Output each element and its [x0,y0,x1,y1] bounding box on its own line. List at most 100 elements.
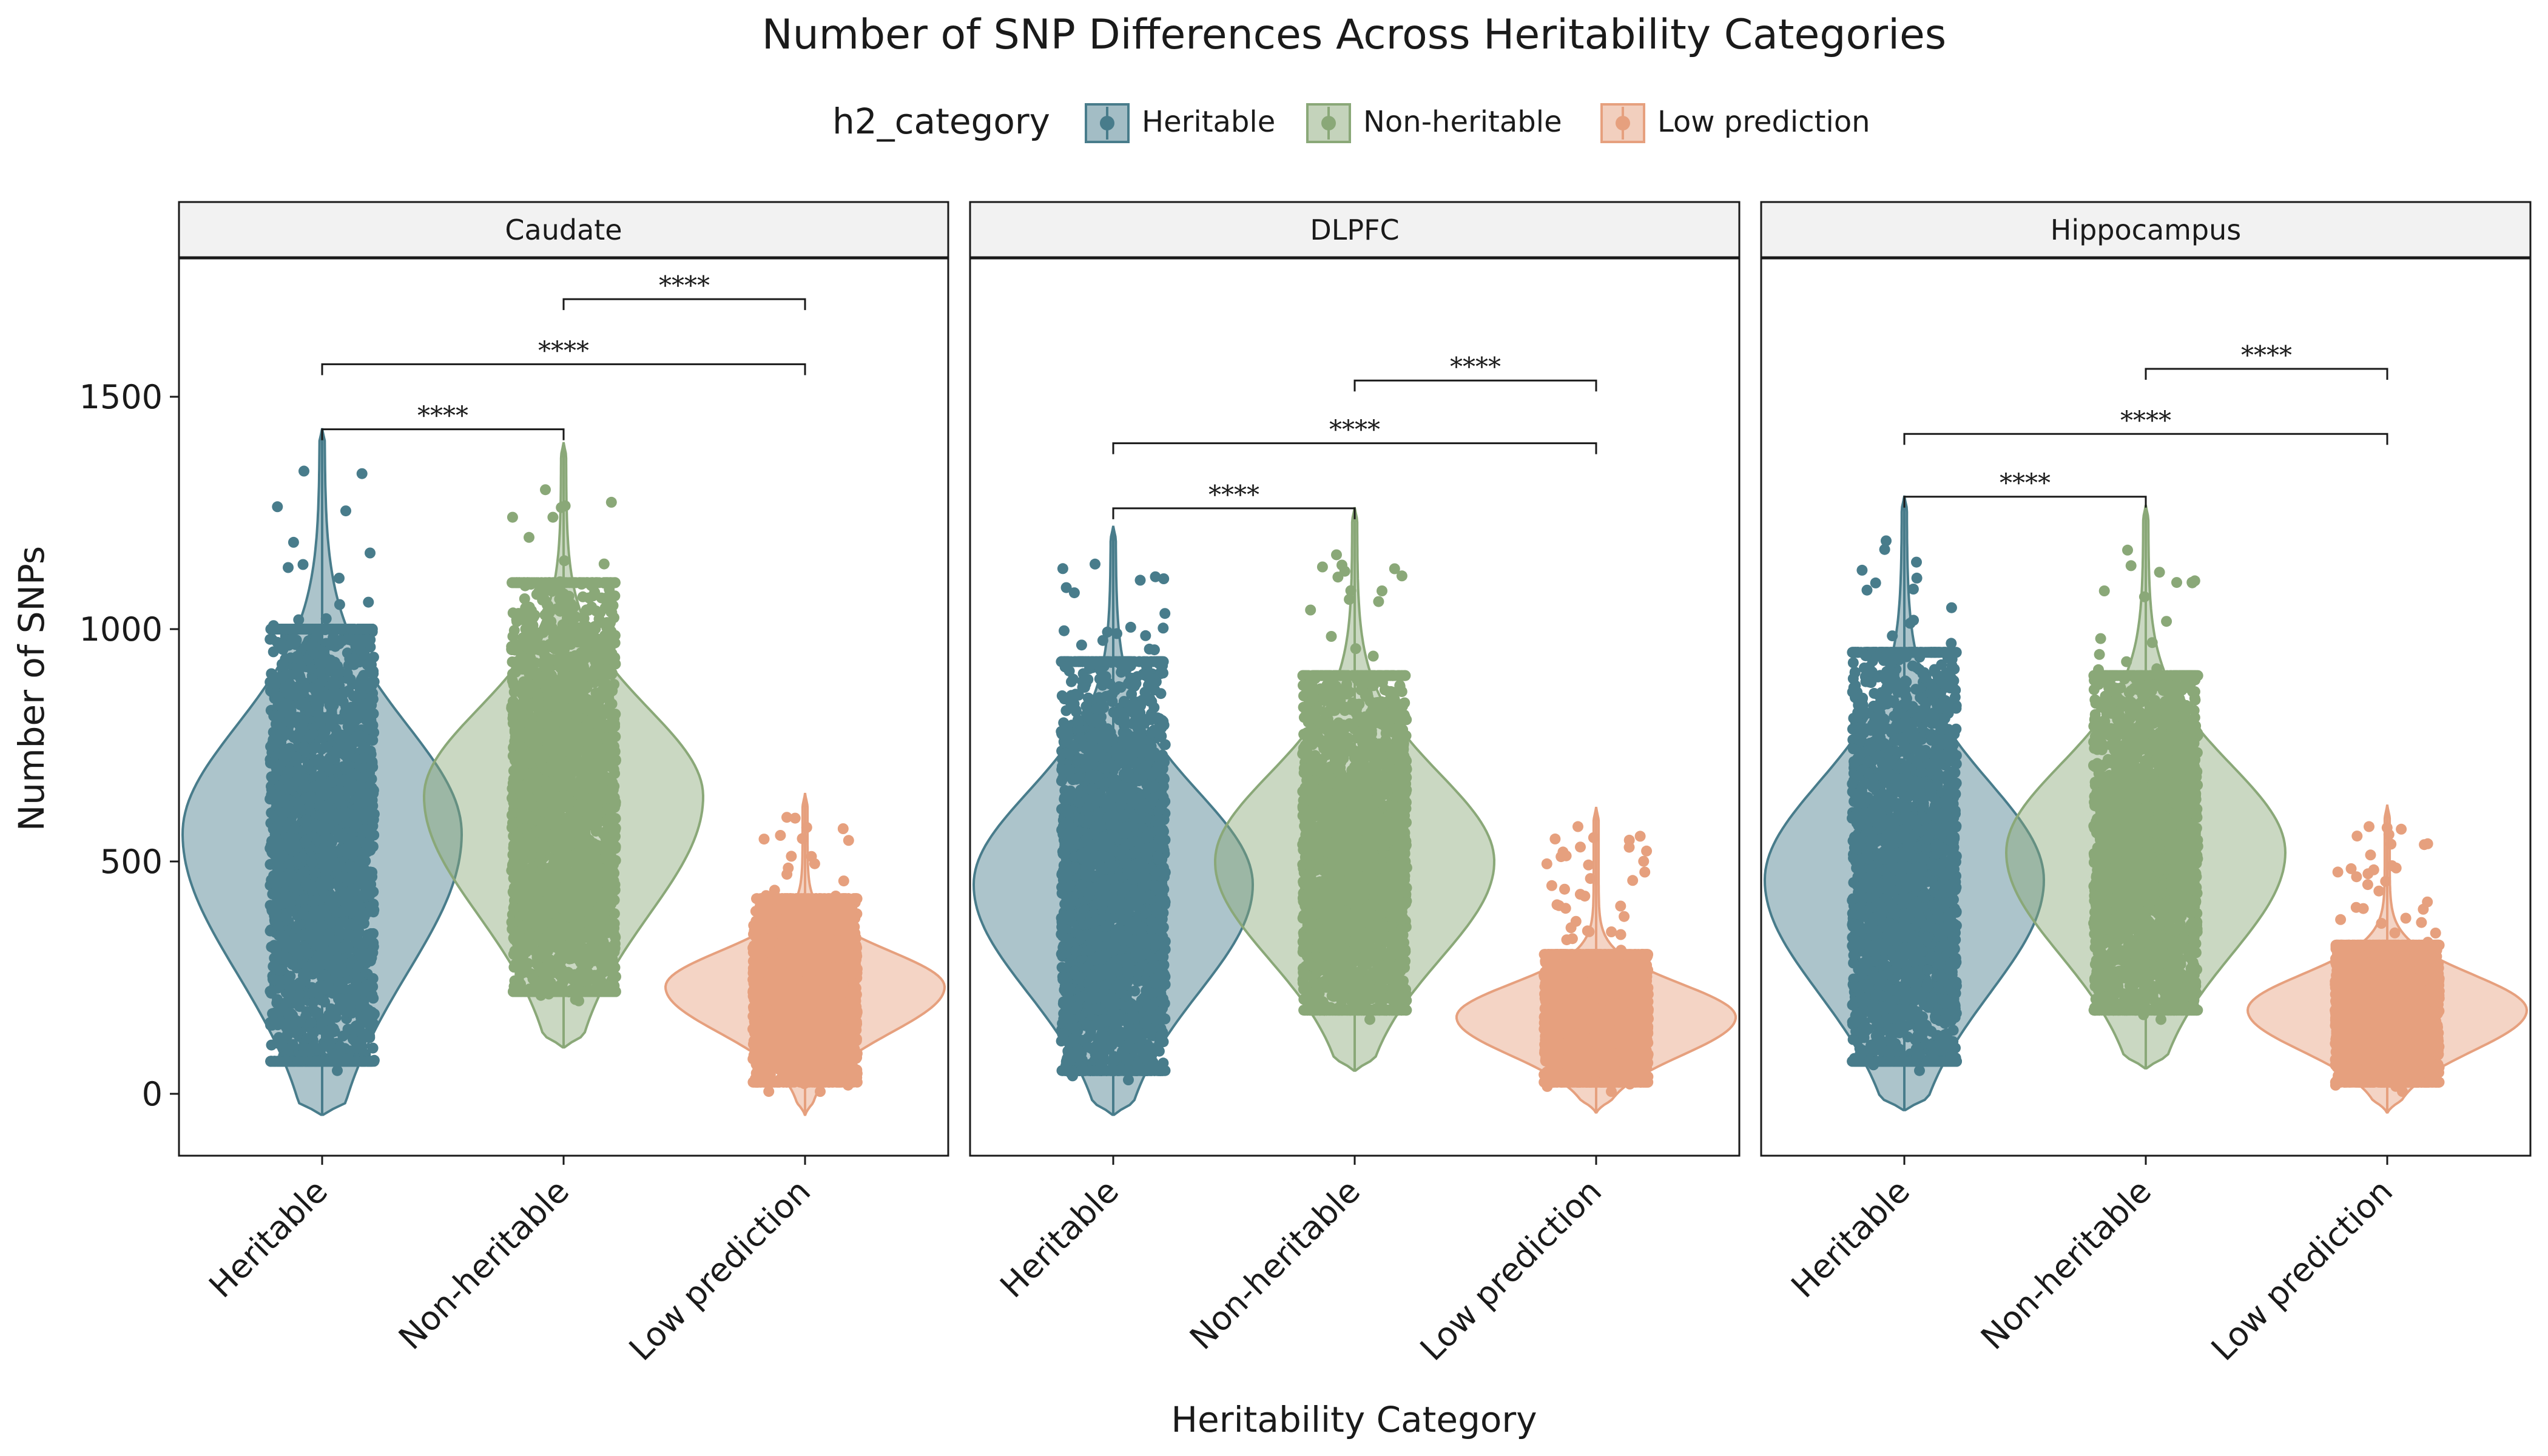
jitter-point [366,758,378,769]
legend-key-point [1100,116,1114,130]
jitter-point-max [298,465,309,477]
jitter-point [351,1056,362,1067]
jitter-point [365,718,377,730]
jitter-point [364,1030,376,1042]
jitter-point [608,679,620,690]
jitter-point [357,875,368,886]
facet-panels: Caudate************Heritable Non-heritabl… [178,201,2532,1368]
jitter-point [508,902,519,914]
jitter-point [272,865,283,877]
jitter-point [271,766,283,777]
jitter-point [294,664,305,676]
jitter-point [308,728,319,740]
jitter-point [583,959,595,970]
jitter-point [291,806,302,817]
jitter-point [356,753,367,765]
jitter-point [272,994,283,1005]
jitter-point [326,895,337,906]
jitter-point [293,614,305,625]
jitter-point [274,816,286,827]
jitter-point [365,665,376,676]
jitter-point [367,693,379,705]
jitter-point [309,756,320,767]
jitter-point [365,949,376,961]
jitter-point [301,814,312,826]
jitter-point [325,719,337,730]
jitter-point [595,840,606,852]
jitter-point [506,917,517,928]
legend-item-low-prediction: Low prediction [1600,103,1870,143]
jitter-point [547,654,558,666]
jitter-point [568,972,580,984]
jitter-point [585,580,597,592]
jitter-point [340,1007,352,1019]
jitter-point [305,1017,317,1028]
jitter-point [333,693,345,704]
jitter-point [365,547,376,559]
jitter-point [285,624,296,635]
jitter-point [273,919,285,931]
jitter-point [346,861,357,873]
jitter-point [525,747,536,759]
jitter-point [333,993,344,1005]
jitter-point [281,974,292,985]
jitter-point [303,948,314,959]
jitter-point [599,771,610,783]
jitter-point [352,679,364,691]
jitter-point [292,946,304,958]
legend-label-low-prediction: Low prediction [1657,105,1870,139]
jitter-point [339,983,350,995]
jitter-point [331,787,343,799]
legend: h2_category Heritable Non-heritable Low pr… [832,101,1870,143]
jitter-point [577,591,588,602]
jitter-point [369,1008,380,1020]
jitter-point [356,468,368,479]
jitter-point [283,562,294,573]
jitter-point [309,781,321,792]
jitter-point [271,789,282,801]
jitter-point [334,573,345,584]
jitter-point [362,788,373,799]
jitter-point [283,939,294,950]
jitter-point [269,1007,280,1019]
jitter-point [336,624,348,635]
jitter-point [348,994,360,1005]
jitter-point [581,621,592,632]
jitter-point [608,826,620,837]
jitter-point [271,800,283,811]
jitter-point [268,1056,280,1067]
jitter-point [291,682,303,693]
jitter-point [337,942,348,954]
jitter-point [605,606,617,618]
jitter-point [348,1034,359,1045]
jitter-point [341,905,352,917]
jitter-point [294,979,305,989]
jitter-point [285,652,296,664]
jitter-point [334,599,345,610]
jitter-point [289,756,301,767]
jitter-point [356,807,367,819]
jitter-point [342,817,353,829]
jitter-point [325,663,337,675]
jitter-point [310,895,322,906]
jitter-point [288,536,299,548]
jitter-point [298,968,309,979]
jitter-point [268,646,279,658]
jitter-point [326,1056,337,1067]
jitter-point [294,1016,306,1028]
jitter-point [273,1032,285,1043]
jitter-point [285,1008,297,1019]
jitter-point [290,841,302,852]
jitter-point-min [332,1065,343,1076]
jitter-point [363,934,374,946]
jitter-point [363,596,374,608]
jitter-point [268,888,280,899]
jitter-point [283,895,294,907]
jitter-point [334,954,345,965]
jitter-point [531,959,543,970]
jitter-point [294,727,305,738]
jitter-point [352,962,364,974]
jitter-point [595,807,606,818]
jitter-point [592,824,603,836]
jitter-point [287,1039,298,1050]
